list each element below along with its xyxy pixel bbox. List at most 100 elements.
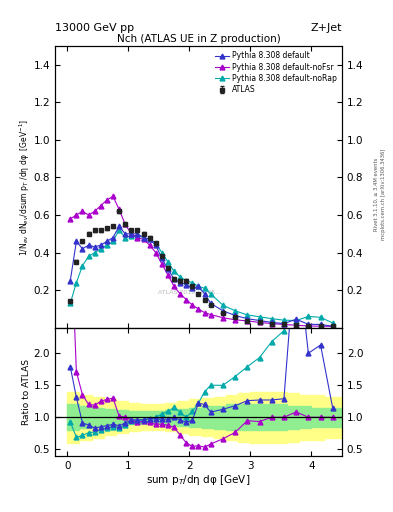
Pythia 8.308 default xyxy=(153,242,158,248)
Pythia 8.308 default xyxy=(178,280,182,286)
Pythia 8.308 default xyxy=(117,223,121,229)
Pythia 8.308 default xyxy=(80,246,85,252)
Pythia 8.308 default xyxy=(172,276,176,282)
Pythia 8.308 default xyxy=(233,312,237,318)
Pythia 8.308 default xyxy=(111,234,116,241)
Pythia 8.308 default-noRap xyxy=(269,315,274,322)
Text: Z+Jet: Z+Jet xyxy=(310,23,342,33)
Pythia 8.308 default-noFsr xyxy=(208,311,213,317)
Pythia 8.308 default-noRap xyxy=(318,314,323,321)
Y-axis label: Ratio to ATLAS: Ratio to ATLAS xyxy=(22,359,31,424)
Legend: Pythia 8.308 default, Pythia 8.308 default-noFsr, Pythia 8.308 default-noRap, AT: Pythia 8.308 default, Pythia 8.308 defau… xyxy=(213,50,338,96)
Pythia 8.308 default-noFsr xyxy=(318,323,323,329)
Text: ATLAS 2019 (1735...: ATLAS 2019 (1735... xyxy=(158,290,222,295)
Pythia 8.308 default-noFsr xyxy=(306,323,311,329)
Pythia 8.308 default-noFsr xyxy=(196,306,201,312)
Pythia 8.308 default-noRap xyxy=(129,232,134,239)
Pythia 8.308 default xyxy=(306,321,311,327)
Pythia 8.308 default-noRap xyxy=(165,259,170,265)
Pythia 8.308 default-noFsr xyxy=(257,319,262,326)
Pythia 8.308 default-noRap xyxy=(233,308,237,314)
Pythia 8.308 default-noFsr xyxy=(98,203,103,209)
Pythia 8.308 default-noFsr xyxy=(74,212,79,218)
Pythia 8.308 default-noFsr xyxy=(233,317,237,323)
Title: Nch (ATLAS UE in Z production): Nch (ATLAS UE in Z production) xyxy=(117,34,280,44)
Y-axis label: 1/N$_{ev}$ dN$_{ev}$/dsum p$_T$ /dη dφ  [GeV$^{-1}$]: 1/N$_{ev}$ dN$_{ev}$/dsum p$_T$ /dη dφ [… xyxy=(18,118,32,255)
Line: Pythia 8.308 default: Pythia 8.308 default xyxy=(68,224,335,329)
Pythia 8.308 default-noRap xyxy=(257,314,262,320)
Pythia 8.308 default-noRap xyxy=(153,240,158,246)
Pythia 8.308 default-noRap xyxy=(141,234,146,241)
Pythia 8.308 default-noRap xyxy=(123,234,128,241)
Pythia 8.308 default-noFsr xyxy=(269,321,274,327)
Pythia 8.308 default xyxy=(141,234,146,241)
Pythia 8.308 default xyxy=(123,231,128,237)
Line: Pythia 8.308 default-noRap: Pythia 8.308 default-noRap xyxy=(68,228,335,326)
Pythia 8.308 default-noRap xyxy=(202,285,207,291)
Pythia 8.308 default-noFsr xyxy=(184,296,189,303)
Pythia 8.308 default-noRap xyxy=(245,312,250,318)
Pythia 8.308 default-noFsr xyxy=(153,249,158,255)
X-axis label: sum p$_T$/dη dφ [GeV]: sum p$_T$/dη dφ [GeV] xyxy=(146,473,251,487)
Pythia 8.308 default xyxy=(160,255,164,261)
Pythia 8.308 default-noRap xyxy=(281,317,286,323)
Pythia 8.308 default-noRap xyxy=(135,232,140,239)
Text: Rivet 3.1.10, ≥ 3.4M events: Rivet 3.1.10, ≥ 3.4M events xyxy=(374,158,379,231)
Pythia 8.308 default-noRap xyxy=(92,249,97,255)
Pythia 8.308 default-noFsr xyxy=(117,206,121,212)
Pythia 8.308 default xyxy=(147,237,152,243)
Pythia 8.308 default-noRap xyxy=(68,300,73,306)
Pythia 8.308 default xyxy=(331,323,335,329)
Pythia 8.308 default-noRap xyxy=(184,278,189,284)
Pythia 8.308 default-noRap xyxy=(190,280,195,286)
Pythia 8.308 default-noRap xyxy=(117,227,121,233)
Pythia 8.308 default-noRap xyxy=(220,302,225,308)
Pythia 8.308 default-noRap xyxy=(306,313,311,319)
Pythia 8.308 default-noFsr xyxy=(68,216,73,222)
Pythia 8.308 default-noFsr xyxy=(220,315,225,321)
Pythia 8.308 default-noFsr xyxy=(160,261,164,267)
Pythia 8.308 default-noRap xyxy=(178,274,182,280)
Pythia 8.308 default xyxy=(208,300,213,306)
Pythia 8.308 default-noFsr xyxy=(80,208,85,215)
Pythia 8.308 default-noRap xyxy=(294,317,299,324)
Pythia 8.308 default-noFsr xyxy=(147,242,152,248)
Pythia 8.308 default-noRap xyxy=(105,242,109,248)
Pythia 8.308 default-noFsr xyxy=(294,322,299,328)
Text: mcplots.cern.ch [arXiv:1306.3436]: mcplots.cern.ch [arXiv:1306.3436] xyxy=(381,149,386,240)
Pythia 8.308 default-noFsr xyxy=(135,234,140,241)
Pythia 8.308 default xyxy=(220,308,225,314)
Line: Pythia 8.308 default-noFsr: Pythia 8.308 default-noFsr xyxy=(68,194,335,329)
Pythia 8.308 default-noFsr xyxy=(281,322,286,328)
Pythia 8.308 default-noRap xyxy=(331,320,335,326)
Pythia 8.308 default-noFsr xyxy=(123,221,128,227)
Pythia 8.308 default xyxy=(68,278,73,284)
Pythia 8.308 default-noRap xyxy=(160,249,164,255)
Pythia 8.308 default-noFsr xyxy=(141,237,146,243)
Pythia 8.308 default-noRap xyxy=(98,246,103,252)
Pythia 8.308 default-noRap xyxy=(208,291,213,297)
Pythia 8.308 default xyxy=(196,283,201,289)
Pythia 8.308 default-noRap xyxy=(147,237,152,243)
Pythia 8.308 default-noRap xyxy=(74,280,79,286)
Pythia 8.308 default xyxy=(318,322,323,328)
Pythia 8.308 default-noFsr xyxy=(165,272,170,278)
Pythia 8.308 default-noRap xyxy=(80,263,85,269)
Pythia 8.308 default-noRap xyxy=(111,238,116,244)
Pythia 8.308 default xyxy=(202,291,207,297)
Pythia 8.308 default-noFsr xyxy=(92,208,97,215)
Pythia 8.308 default xyxy=(184,282,189,288)
Pythia 8.308 default xyxy=(245,315,250,322)
Pythia 8.308 default-noRap xyxy=(196,283,201,289)
Pythia 8.308 default-noFsr xyxy=(86,212,91,218)
Pythia 8.308 default xyxy=(294,316,299,323)
Pythia 8.308 default-noFsr xyxy=(178,291,182,297)
Pythia 8.308 default xyxy=(86,242,91,248)
Pythia 8.308 default-noFsr xyxy=(105,197,109,203)
Pythia 8.308 default-noFsr xyxy=(245,318,250,324)
Pythia 8.308 default xyxy=(257,317,262,324)
Pythia 8.308 default-noFsr xyxy=(111,193,116,199)
Pythia 8.308 default xyxy=(105,238,109,244)
Pythia 8.308 default xyxy=(165,266,170,272)
Pythia 8.308 default xyxy=(281,321,286,327)
